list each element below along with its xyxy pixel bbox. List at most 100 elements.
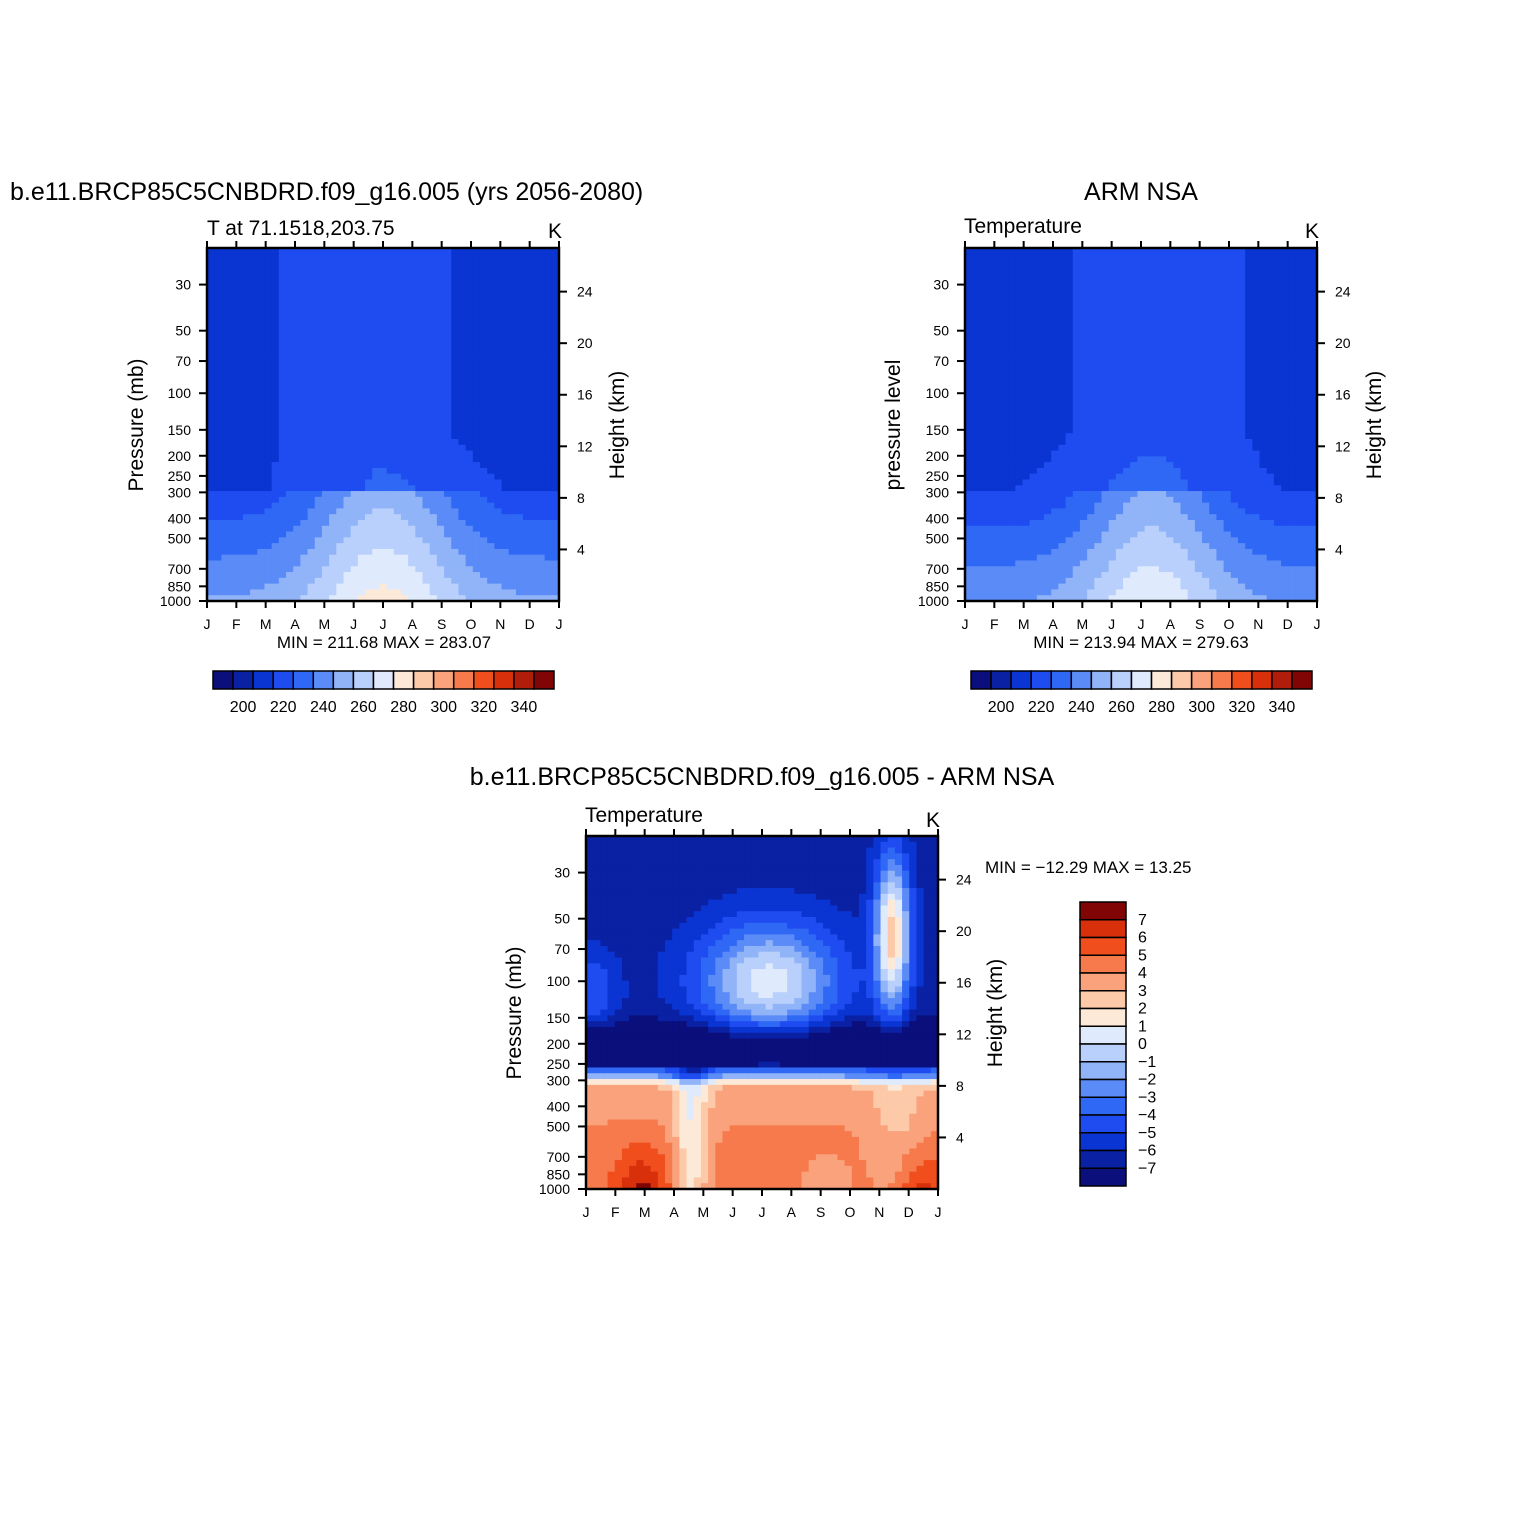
contour-cell [221, 456, 230, 463]
contour-cell [1087, 294, 1095, 301]
contour-cell [422, 421, 431, 428]
contour-cell [314, 410, 323, 417]
contour-cell [551, 525, 559, 533]
contour-cell [214, 340, 222, 347]
contour-cell [551, 305, 559, 313]
contour-cell [264, 583, 273, 591]
contour-cell [321, 381, 330, 388]
contour-cell [365, 427, 373, 434]
contour-cell [286, 294, 294, 301]
contour-cell [986, 369, 995, 376]
contour-cell [314, 583, 323, 591]
contour-cell [444, 271, 452, 278]
colorbar-box [473, 670, 495, 690]
contour-cell [1094, 410, 1103, 417]
contour-cell [422, 248, 431, 255]
contour-cell [379, 410, 388, 417]
contour-cell [415, 577, 424, 585]
contour-cell [257, 398, 266, 405]
contour-cell [487, 375, 495, 382]
contour-cell [1202, 410, 1210, 417]
contour-cell [1065, 294, 1074, 301]
contour-cell [965, 438, 973, 446]
contour-cell [1209, 369, 1218, 376]
contour-cell [544, 531, 553, 538]
contour-cell [257, 554, 266, 562]
contour-cell [264, 537, 273, 544]
contour-cell [465, 288, 474, 295]
contour-cell [1273, 363, 1282, 371]
contour-cell [523, 554, 531, 562]
contour-cell [1288, 282, 1297, 290]
contour-cell [365, 572, 373, 579]
contour-cell [278, 543, 287, 550]
contour-cell [393, 357, 402, 365]
contour-cell [329, 514, 337, 521]
contour-cell [1137, 392, 1146, 400]
contour-cell [1158, 392, 1167, 400]
contour-cell [357, 519, 366, 527]
contour-cell [494, 357, 503, 365]
contour-cell [979, 357, 988, 365]
contour-cell [386, 271, 395, 278]
contour-cell [1022, 363, 1031, 371]
contour-cell [472, 317, 481, 324]
contour-cell [1302, 276, 1311, 284]
contour-cell [1180, 352, 1189, 359]
contour-cell [271, 595, 280, 601]
contour-cell [1036, 253, 1045, 261]
contour-cell [972, 381, 980, 388]
contour-cell [1079, 381, 1088, 388]
contour-cell [451, 410, 460, 417]
contour-cell [372, 265, 380, 272]
contour-cell [465, 496, 474, 504]
contour-cell [365, 271, 373, 278]
contour-cell [221, 467, 230, 475]
contour-cell [1044, 467, 1052, 475]
contour-cell [242, 386, 251, 394]
contour-cell [1252, 276, 1261, 284]
contour-cell [1101, 311, 1110, 319]
contour-cell [1029, 300, 1038, 307]
contour-cell [1223, 415, 1232, 423]
contour-cell [271, 317, 280, 324]
contour-cell [350, 479, 359, 486]
contour-cell [1194, 444, 1203, 452]
contour-cell [1180, 334, 1189, 342]
contour-cell [372, 404, 380, 411]
contour-cell [986, 282, 995, 290]
contour-cell [429, 491, 438, 498]
contour-cell [250, 352, 258, 359]
contour-cell [1137, 386, 1146, 394]
contour-cell [350, 271, 359, 278]
contour-cell [242, 259, 251, 266]
contour-cell [1130, 340, 1138, 347]
contour-cell [965, 369, 973, 376]
contour-cell [1230, 404, 1239, 411]
contour-cell [523, 589, 531, 596]
contour-cell [415, 491, 424, 498]
contour-cell [1051, 329, 1059, 336]
contour-cell [1087, 357, 1095, 365]
contour-cell [451, 508, 460, 515]
contour-cell [379, 381, 388, 388]
contour-cell [972, 427, 980, 434]
contour-cell [501, 485, 510, 492]
contour-cell [537, 485, 546, 492]
contour-cell [1309, 323, 1317, 330]
contour-cell [1158, 265, 1167, 272]
contour-cell [1194, 392, 1203, 400]
contour-cell [444, 381, 452, 388]
contour-cell [1123, 288, 1131, 295]
contour-cell [1166, 317, 1174, 324]
contour-cell [1022, 357, 1031, 365]
contour-cell [314, 543, 323, 550]
contour-cell [264, 404, 273, 411]
contour-cell [422, 531, 431, 538]
contour-cell [329, 363, 337, 371]
contour-cell [300, 560, 309, 567]
contour-cell [501, 369, 510, 376]
contour-cell [329, 317, 337, 324]
contour-cell [1158, 300, 1167, 307]
contour-cell [479, 323, 488, 330]
